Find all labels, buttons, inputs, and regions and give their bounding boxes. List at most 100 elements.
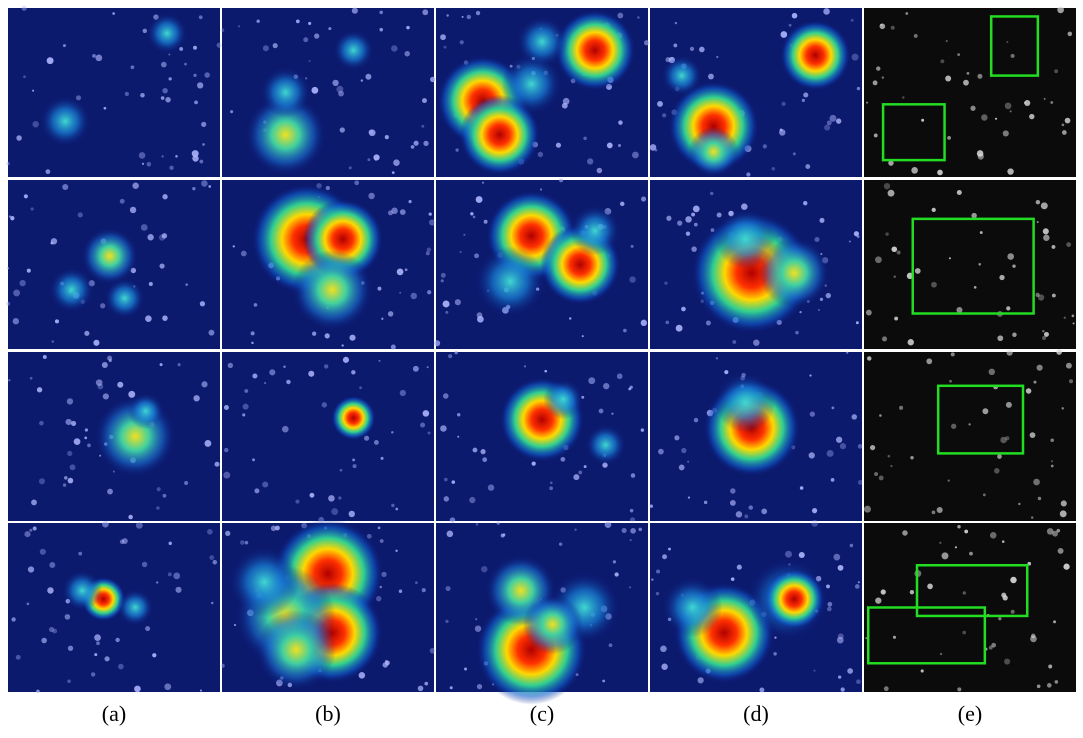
speckle — [8, 379, 11, 382]
speckle — [456, 413, 461, 417]
speckle — [454, 350, 458, 355]
speckle — [948, 257, 951, 260]
speckle — [461, 15, 464, 18]
speckle — [156, 581, 159, 584]
speckle — [429, 647, 436, 654]
speckle — [573, 474, 580, 481]
speckle — [233, 623, 237, 627]
speckle — [391, 503, 395, 508]
speckle — [84, 330, 90, 336]
detection-box — [989, 15, 1040, 77]
speckle — [950, 352, 955, 357]
speckle — [813, 669, 816, 672]
speckle — [230, 110, 234, 114]
speckle — [303, 37, 309, 43]
speckle — [1004, 102, 1012, 110]
speckle — [201, 381, 208, 388]
speckle — [119, 539, 125, 545]
speckle — [681, 447, 687, 454]
speckle — [838, 675, 842, 679]
image-panel — [222, 180, 436, 350]
speckle — [578, 470, 583, 475]
speckle — [896, 250, 901, 255]
speckle — [381, 317, 384, 320]
speckle — [41, 637, 47, 644]
speckle — [1068, 379, 1074, 384]
speckle — [29, 376, 33, 380]
speckle — [338, 496, 342, 500]
speckle — [840, 687, 845, 692]
speckle — [425, 251, 430, 256]
speckle — [902, 530, 908, 536]
speckle — [11, 617, 16, 622]
speckle — [428, 212, 432, 216]
panel-background — [864, 180, 1076, 349]
speckle — [1067, 31, 1073, 37]
speckle — [598, 408, 604, 414]
heat-blob — [260, 67, 311, 118]
speckle — [899, 405, 904, 410]
speckle — [997, 335, 1004, 342]
speckle — [1046, 528, 1054, 535]
speckle — [881, 336, 888, 342]
speckle — [887, 454, 891, 458]
speckle — [1042, 335, 1047, 340]
speckle — [893, 275, 896, 278]
speckle — [979, 231, 983, 234]
speckle — [93, 339, 100, 346]
speckle — [312, 331, 317, 336]
speckle — [854, 584, 860, 589]
speckle — [220, 28, 225, 33]
speckle — [427, 290, 432, 295]
speckle — [865, 637, 868, 640]
speckle — [45, 169, 51, 175]
speckle — [1042, 228, 1049, 235]
speckle — [102, 393, 109, 400]
speckle — [803, 92, 809, 98]
heat-blob — [292, 249, 373, 330]
speckle — [148, 282, 153, 287]
speckle — [92, 54, 96, 58]
speckle — [67, 450, 73, 457]
speckle — [1043, 234, 1050, 241]
speckle — [606, 142, 613, 149]
panel-grid — [6, 5, 1076, 705]
speckle — [887, 189, 895, 197]
speckle — [26, 268, 31, 273]
speckle — [391, 431, 394, 434]
speckle — [1061, 123, 1065, 127]
speckle — [396, 268, 404, 276]
speckle — [480, 449, 486, 455]
speckle — [132, 182, 139, 189]
speckle — [640, 319, 647, 326]
speckle — [875, 256, 882, 264]
speckle — [911, 167, 918, 174]
speckle — [850, 18, 854, 22]
speckle — [665, 320, 670, 325]
speckle — [64, 614, 71, 620]
speckle — [1048, 664, 1053, 669]
speckle — [142, 28, 148, 34]
speckle — [795, 330, 799, 335]
speckle — [630, 244, 634, 248]
speckle — [244, 389, 249, 393]
speckle — [666, 215, 672, 221]
heat-blob — [501, 54, 562, 115]
speckle — [880, 589, 886, 595]
image-panel — [864, 180, 1076, 349]
image-panel — [220, 7, 436, 177]
speckle — [660, 645, 667, 653]
speckle — [963, 79, 969, 86]
speckle — [851, 414, 858, 420]
column-label: (a) — [102, 701, 126, 726]
speckle — [336, 85, 344, 93]
speckle — [716, 212, 722, 218]
speckle — [603, 382, 610, 390]
speckle — [1042, 329, 1045, 333]
speckle — [197, 82, 204, 89]
speckle — [156, 506, 160, 510]
speckle — [873, 133, 878, 138]
speckle — [956, 189, 962, 196]
speckle — [890, 464, 893, 468]
